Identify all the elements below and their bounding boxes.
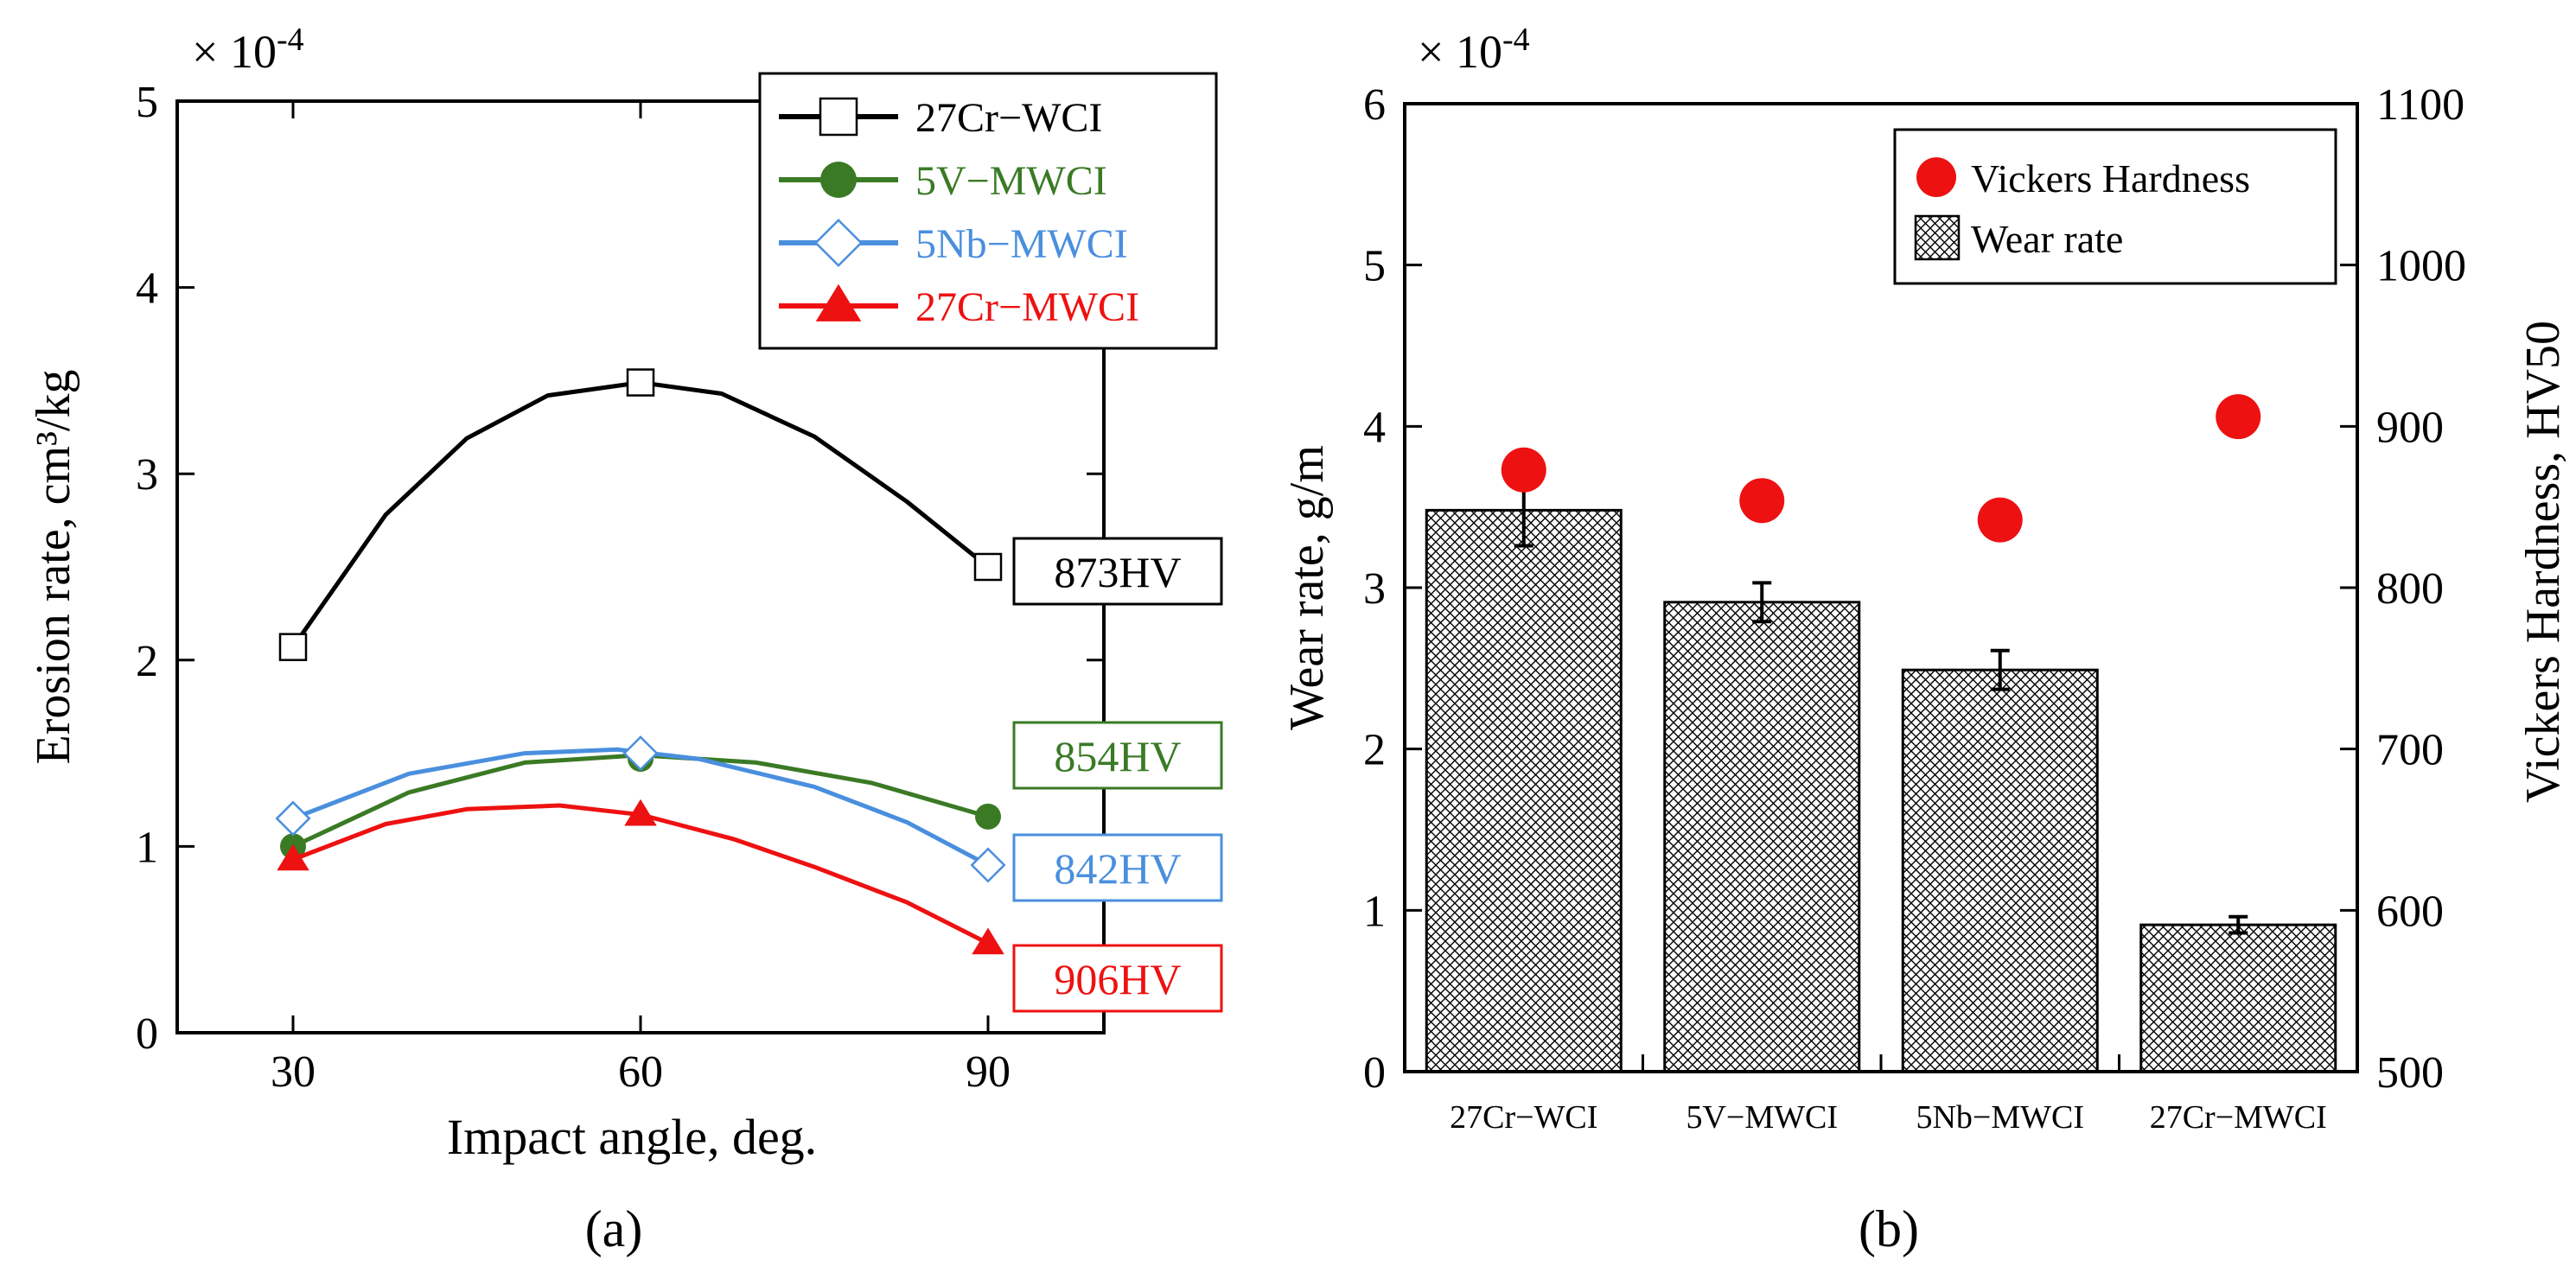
panel-label-b: (b) bbox=[1859, 1200, 1919, 1257]
scale-factor-base: × 10 bbox=[1418, 26, 1502, 78]
legend-label-1: 5V−MWCI bbox=[915, 158, 1107, 204]
panel-b-wear-chart: 0 1 2 3 4 5 6 500 600 700 800 900 1000 1100 27Cr−WCI 5V… bbox=[1280, 22, 2570, 1257]
legend-label-wear: Wear rate bbox=[1971, 217, 2123, 261]
marker-triangle bbox=[815, 283, 862, 321]
wear-bar-2 bbox=[1901, 668, 2099, 1073]
hardness-box-2 bbox=[1012, 833, 1223, 902]
hardness-label-3: 906HV bbox=[1054, 955, 1181, 1003]
y-tick-label: 2 bbox=[136, 637, 158, 686]
scale-factor-base: × 10 bbox=[192, 26, 277, 78]
hardness-label-2: 842HV bbox=[1054, 844, 1181, 893]
hardness-dot-2 bbox=[1977, 497, 2023, 543]
marker-square bbox=[278, 633, 308, 661]
category-label-0: 27Cr−WCI bbox=[1450, 1099, 1597, 1136]
scale-factor-label: × 10-4 bbox=[192, 22, 304, 78]
y-tick-label: 1 bbox=[136, 823, 158, 872]
y-tick-label: 0 bbox=[1363, 1048, 1386, 1098]
y-tick-label: 3 bbox=[1363, 564, 1386, 614]
y-tick-label: 1 bbox=[1363, 887, 1386, 936]
legend-label-2: 5Nb−MWCI bbox=[915, 221, 1128, 267]
y-tick-label: 5 bbox=[136, 78, 158, 127]
marker-diamond bbox=[622, 735, 659, 772]
x-axis-label: Impact angle, deg. bbox=[447, 1109, 817, 1165]
y-tick-label: 4 bbox=[1363, 403, 1386, 452]
y-tick-label: 5 bbox=[1363, 242, 1386, 291]
marker-diamond bbox=[970, 847, 1006, 883]
y2-tick-label: 600 bbox=[2376, 887, 2444, 936]
legend-label-0: 27Cr−WCI bbox=[915, 95, 1102, 141]
y2-axis-label: Vickers Hardness, HV50 bbox=[2516, 321, 2570, 803]
wear-bar-3 bbox=[2139, 923, 2337, 1073]
y-tick-label: 4 bbox=[136, 264, 158, 314]
y-tick-label: 0 bbox=[136, 1009, 158, 1059]
y-tick-label: 6 bbox=[1363, 80, 1386, 130]
category-label-3: 27Cr−MWCI bbox=[2150, 1099, 2327, 1136]
series-line-2 bbox=[290, 747, 991, 868]
x-tick-label: 30 bbox=[271, 1047, 316, 1097]
scale-factor-exponent: -4 bbox=[1502, 22, 1530, 58]
panel-a-erosion-chart: 30 60 90 0 1 2 3 4 5 Impact angle, deg. Erosion ra… bbox=[27, 22, 1223, 1257]
hardness-box-3 bbox=[1012, 944, 1223, 1013]
scale-factor-label: × 10-4 bbox=[1418, 22, 1530, 78]
series-line-0 bbox=[290, 380, 991, 650]
hardness-label-1: 854HV bbox=[1054, 732, 1181, 780]
category-label-1: 5V−MWCI bbox=[1686, 1099, 1838, 1136]
marker-circle bbox=[820, 162, 857, 198]
series-line-3 bbox=[290, 803, 991, 945]
y2-tick-label: 800 bbox=[2376, 564, 2444, 614]
category-label-2: 5Nb−MWCI bbox=[1916, 1099, 2084, 1136]
hardness-dot-3 bbox=[2216, 394, 2261, 440]
legend-label-3: 27Cr−MWCI bbox=[915, 284, 1139, 330]
y2-tick-label: 1100 bbox=[2376, 80, 2464, 130]
marker-square bbox=[819, 97, 858, 137]
hardness-box-0 bbox=[1012, 537, 1223, 606]
y2-tick-label: 1000 bbox=[2376, 242, 2466, 291]
hardness-label-0: 873HV bbox=[1054, 548, 1181, 596]
marker-square bbox=[973, 552, 1003, 582]
legend-label-hardness: Vickers Hardness bbox=[1971, 156, 2250, 200]
marker-circle bbox=[975, 803, 1001, 830]
y2-tick-label: 700 bbox=[2376, 726, 2444, 775]
marker-diamond bbox=[813, 218, 864, 268]
y-axis-label: Wear rate, g/m bbox=[1280, 445, 1334, 730]
y-tick-label: 3 bbox=[136, 450, 158, 500]
marker-diamond bbox=[275, 800, 311, 837]
marker-triangle bbox=[624, 799, 657, 826]
marker-square bbox=[626, 368, 655, 397]
x-tick-label: 60 bbox=[618, 1047, 663, 1097]
y-axis-label: Erosion rate, cm³/kg bbox=[27, 370, 80, 765]
hardness-dot-0 bbox=[1501, 447, 1546, 493]
panel-label-a: (a) bbox=[585, 1200, 643, 1257]
wear-bar-1 bbox=[1663, 601, 1861, 1073]
marker-triangle bbox=[277, 843, 309, 871]
hardness-dot-1 bbox=[1739, 478, 1785, 524]
y2-tick-label: 500 bbox=[2376, 1048, 2444, 1098]
hardness-box-1 bbox=[1012, 721, 1223, 790]
marker-triangle bbox=[972, 927, 1004, 955]
x-tick-label: 90 bbox=[966, 1047, 1011, 1097]
y2-tick-label: 900 bbox=[2376, 403, 2444, 452]
y-tick-label: 2 bbox=[1363, 726, 1386, 775]
scale-factor-exponent: -4 bbox=[277, 22, 304, 58]
wear-bar-0 bbox=[1425, 508, 1623, 1073]
legend-box bbox=[1893, 128, 2337, 285]
legend-marker-hardness bbox=[1916, 157, 1956, 197]
legend-marker-wear bbox=[1914, 214, 1961, 261]
